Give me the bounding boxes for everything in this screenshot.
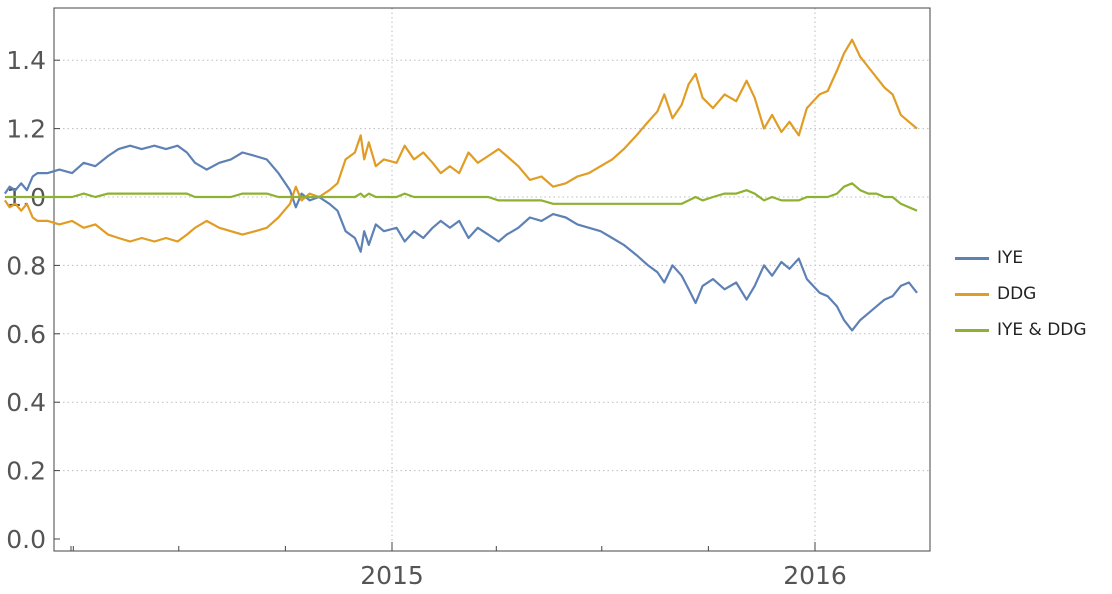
legend-item-iye: IYE xyxy=(955,246,1110,282)
legend: IYE DDG IYE & DDG xyxy=(955,246,1110,354)
legend-label-iye-ddg: IYE & DDG xyxy=(997,320,1087,340)
series-line-iye xyxy=(3,144,918,332)
y-tick-label: 0.4 xyxy=(6,388,46,417)
y-tick-label: 0.2 xyxy=(6,457,46,486)
y-tick-label: 0.0 xyxy=(6,525,46,554)
series-lines xyxy=(3,38,918,332)
plot-frame xyxy=(53,7,931,552)
series-line-ddg xyxy=(3,38,918,243)
y-tick-label: 1.4 xyxy=(6,46,46,75)
legend-item-ddg: DDG xyxy=(955,282,1110,318)
series-line-iye-ddg xyxy=(4,182,918,212)
x-tick-label: 2015 xyxy=(360,561,424,590)
x-tick-label: 2016 xyxy=(783,561,847,590)
legend-swatch-iye-ddg xyxy=(955,329,989,332)
legend-label-iye: IYE xyxy=(997,248,1024,268)
legend-swatch-ddg xyxy=(955,293,989,296)
y-tick-label: 1.2 xyxy=(6,115,46,144)
y-tick-label: 0.8 xyxy=(6,251,46,280)
legend-label-ddg: DDG xyxy=(997,284,1037,304)
y-tick-label: 0.6 xyxy=(6,320,46,349)
legend-item-iye-ddg: IYE & DDG xyxy=(955,318,1110,354)
grid xyxy=(54,8,930,551)
legend-swatch-iye xyxy=(955,257,989,260)
